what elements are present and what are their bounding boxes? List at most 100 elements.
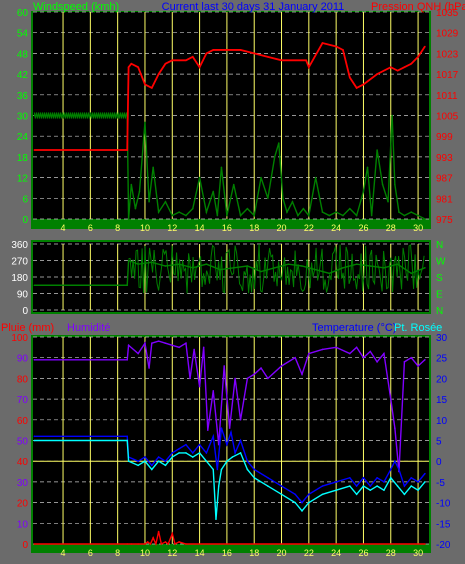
left-tick-label: 20 xyxy=(17,499,29,510)
data-point xyxy=(205,263,208,265)
data-point xyxy=(226,443,228,446)
data-point xyxy=(198,443,201,446)
data-point xyxy=(273,267,276,269)
data-point xyxy=(232,183,235,186)
data-point xyxy=(389,476,392,479)
data-point xyxy=(231,456,234,458)
data-point xyxy=(246,460,249,463)
data-point xyxy=(205,52,208,55)
data-point xyxy=(280,493,283,496)
x-tick-label: 26 xyxy=(358,548,368,558)
data-point xyxy=(239,214,242,217)
x-tick-label: 6 xyxy=(88,223,93,233)
data-point xyxy=(185,452,187,454)
right-tick-label: -5 xyxy=(436,478,445,489)
data-point xyxy=(389,398,392,400)
left-tick-label: 0 xyxy=(22,306,28,317)
left-tick-labels: 0 90 180 270 360 xyxy=(11,240,28,317)
left-tick-label: 60 xyxy=(17,8,29,19)
x-tick-label: 24 xyxy=(331,548,341,558)
data-point xyxy=(191,207,194,210)
data-point xyxy=(126,543,129,545)
data-point xyxy=(387,200,389,203)
data-point xyxy=(410,272,413,275)
wind-direction-noise xyxy=(128,244,425,294)
data-point xyxy=(198,385,201,388)
left-tick-label: 270 xyxy=(11,257,28,268)
data-point xyxy=(198,66,201,68)
left-tick-label: 54 xyxy=(17,29,29,40)
data-point xyxy=(212,190,215,193)
data-point xyxy=(191,56,194,58)
temperature-humidity-panel: 4 6 8 10 12 14 16 18 20 22 24 26 28 30 01020304050607… xyxy=(1,322,451,558)
data-point xyxy=(369,485,372,487)
data-point xyxy=(349,207,351,210)
data-point xyxy=(267,377,269,380)
left-tick-label: 70 xyxy=(17,395,29,406)
data-point xyxy=(362,485,365,487)
data-point xyxy=(294,59,296,62)
data-point xyxy=(417,365,419,367)
data-point xyxy=(417,481,419,483)
data-point xyxy=(178,452,180,454)
data-point xyxy=(185,214,187,217)
data-point xyxy=(206,429,209,431)
data-point xyxy=(291,200,294,203)
x-tick-label: 30 xyxy=(413,223,423,233)
data-point xyxy=(234,377,236,380)
data-point xyxy=(137,464,139,467)
right-tick-label: 0 xyxy=(436,457,442,468)
left-tick-label: 90 xyxy=(17,290,29,301)
chart-title: Current last 30 days 31 January 2011 xyxy=(162,1,345,13)
data-point xyxy=(403,485,406,487)
data-point xyxy=(212,468,215,471)
data-point xyxy=(297,214,299,217)
x-tick-label: 18 xyxy=(249,223,259,233)
left-axis-label: Windspeed (kmh) xyxy=(33,1,119,13)
data-point xyxy=(366,166,369,169)
data-point xyxy=(127,460,130,463)
data-point xyxy=(171,452,174,454)
left-tick-label: 24 xyxy=(17,132,29,143)
data-point xyxy=(282,197,284,200)
data-point xyxy=(33,149,36,151)
data-point xyxy=(178,541,180,543)
data-point xyxy=(383,267,385,269)
x-tick-label: 24 xyxy=(331,223,341,233)
data-point xyxy=(144,460,146,463)
data-point xyxy=(239,439,242,442)
data-point xyxy=(164,62,167,65)
right-tick-label: 993 xyxy=(436,153,453,164)
data-point xyxy=(301,501,303,504)
data-point xyxy=(253,373,256,376)
data-point xyxy=(314,176,317,179)
data-point xyxy=(151,464,153,467)
data-point xyxy=(216,468,219,471)
data-point xyxy=(126,358,129,361)
right-tick-label: 20 xyxy=(436,374,448,385)
data-point xyxy=(305,59,307,62)
data-point xyxy=(33,439,36,442)
data-point xyxy=(33,543,36,545)
data-point xyxy=(260,176,262,179)
data-point xyxy=(355,87,358,89)
data-point xyxy=(33,435,36,438)
data-point xyxy=(301,373,303,376)
data-point xyxy=(157,340,160,342)
data-point xyxy=(335,481,337,483)
data-point xyxy=(146,541,149,543)
humidity-axis-label: Humidité xyxy=(67,322,110,334)
data-point xyxy=(280,59,283,62)
data-point xyxy=(130,183,133,186)
temperature-axis-label: Temperature (°C) xyxy=(312,322,396,334)
data-point xyxy=(185,59,187,62)
data-point xyxy=(267,56,269,58)
right-tick-label: W xyxy=(436,257,446,268)
data-point xyxy=(314,268,317,271)
data-point xyxy=(205,211,208,213)
data-point xyxy=(349,352,351,355)
data-point xyxy=(191,456,194,458)
x-tick-label: 14 xyxy=(195,223,205,233)
data-point xyxy=(396,263,399,265)
data-point xyxy=(137,352,139,355)
